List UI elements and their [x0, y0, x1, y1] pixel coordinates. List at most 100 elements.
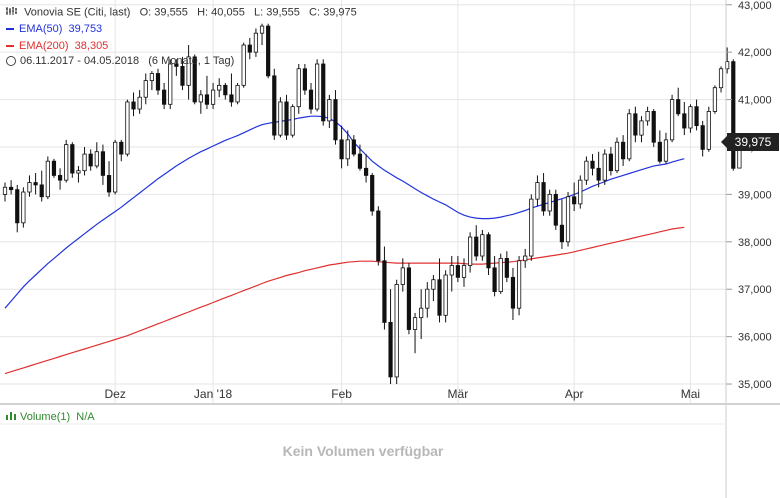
candle-body-down: [70, 144, 75, 174]
open-value: O: 39,555: [139, 6, 188, 19]
candle-body-down: [731, 61, 736, 169]
candle-body-down: [455, 265, 460, 278]
candle: [162, 82, 167, 110]
candle-body-down: [559, 224, 565, 243]
candle-body-up: [2, 186, 8, 195]
chart-settings-icon[interactable]: [6, 6, 17, 19]
candle-body-down: [382, 260, 387, 323]
candle-body-down: [223, 84, 228, 96]
candle: [100, 144, 106, 185]
candle: [278, 97, 283, 138]
candle-body-up: [480, 234, 485, 257]
candle-body-down: [180, 65, 185, 86]
candle: [217, 78, 222, 98]
candle: [706, 106, 711, 152]
candle-body-down: [682, 113, 687, 129]
candle: [339, 125, 344, 169]
candle: [76, 165, 81, 183]
candle: [394, 279, 399, 385]
candle-body-down: [376, 210, 381, 262]
candle-body-down: [590, 160, 595, 169]
candle: [272, 68, 277, 140]
candle: [113, 139, 118, 195]
candle: [419, 289, 424, 339]
candle: [443, 270, 448, 323]
candle-body-down: [155, 73, 161, 91]
candle: [296, 64, 301, 114]
candle-body-up: [725, 61, 730, 70]
candle-body-down: [633, 113, 638, 136]
candle-body-down: [308, 89, 314, 110]
candle-body-up: [614, 141, 620, 172]
clock-icon: [6, 56, 16, 67]
candle-body-down: [437, 279, 442, 316]
candle-body-up: [688, 106, 693, 129]
candle: [119, 139, 124, 162]
candle-body-up: [718, 68, 724, 89]
candle-body-down: [266, 25, 271, 77]
candle: [541, 173, 546, 216]
candle-body-up: [529, 198, 534, 257]
candle: [449, 256, 454, 292]
candle: [155, 68, 161, 95]
candle-body-down: [321, 63, 326, 122]
x-tick-label: Apr: [565, 387, 584, 401]
candle: [302, 64, 307, 95]
candle-body-up: [547, 193, 552, 212]
candle: [2, 182, 8, 202]
close-value: C: 39,975: [309, 6, 357, 19]
ema50-label: EMA(50): [19, 23, 63, 35]
volume-legend[interactable]: Volume(1) N/A: [6, 411, 95, 423]
candle: [125, 99, 130, 157]
candle: [486, 232, 491, 275]
candle-body-up: [645, 111, 650, 122]
candle: [406, 263, 412, 335]
candle-body-down: [88, 153, 93, 167]
candle-body-down: [357, 153, 363, 169]
candle-body-down: [596, 167, 601, 181]
candle: [669, 94, 675, 143]
candle-body-down: [302, 68, 307, 91]
candle-body-up: [198, 94, 203, 103]
candle: [321, 59, 326, 126]
candle: [168, 59, 173, 110]
candle-body-down: [621, 141, 626, 160]
candlestick-series: [2, 23, 742, 385]
date-range[interactable]: 06.11.2017 - 04.05.2018 (6 Monate, 1 Tag…: [6, 55, 234, 67]
ema200-swatch: [6, 45, 14, 48]
candle-body-down: [651, 111, 656, 143]
candle-body-up: [210, 89, 216, 105]
candle: [51, 158, 57, 178]
ema50-legend[interactable]: EMA(50) 39,753: [6, 23, 102, 35]
candle-body-up: [578, 179, 583, 205]
candle: [572, 182, 577, 211]
y-tick-label: 35,000: [738, 379, 772, 391]
candle: [253, 28, 259, 57]
candle-body-down: [100, 151, 106, 176]
volume-bars-icon: [6, 411, 16, 423]
candle: [682, 101, 687, 136]
volume-label: Volume(1): [20, 411, 71, 423]
candle-body-down: [657, 141, 662, 162]
candle: [333, 90, 338, 145]
candle-body-down: [229, 94, 234, 103]
candle-body-down: [192, 56, 197, 103]
candle: [621, 135, 626, 166]
candle-body-up: [137, 96, 142, 110]
candle-body-up: [186, 56, 191, 86]
candle: [553, 189, 558, 230]
candle-body-up: [419, 307, 424, 319]
ema200-legend[interactable]: EMA(200) 38,305: [6, 40, 108, 52]
y-tick-label: 43,000: [738, 0, 772, 12]
candle-body-up: [425, 288, 430, 309]
date-range-period: (6 Monate, 1 Tag): [148, 55, 235, 67]
candle-body-up: [345, 139, 350, 160]
candle: [266, 23, 271, 79]
candle: [529, 194, 534, 261]
candle: [547, 189, 552, 216]
candle-body-up: [290, 106, 295, 136]
candle-body-down: [510, 276, 516, 309]
candle-body-down: [388, 321, 393, 378]
candle: [149, 71, 154, 91]
